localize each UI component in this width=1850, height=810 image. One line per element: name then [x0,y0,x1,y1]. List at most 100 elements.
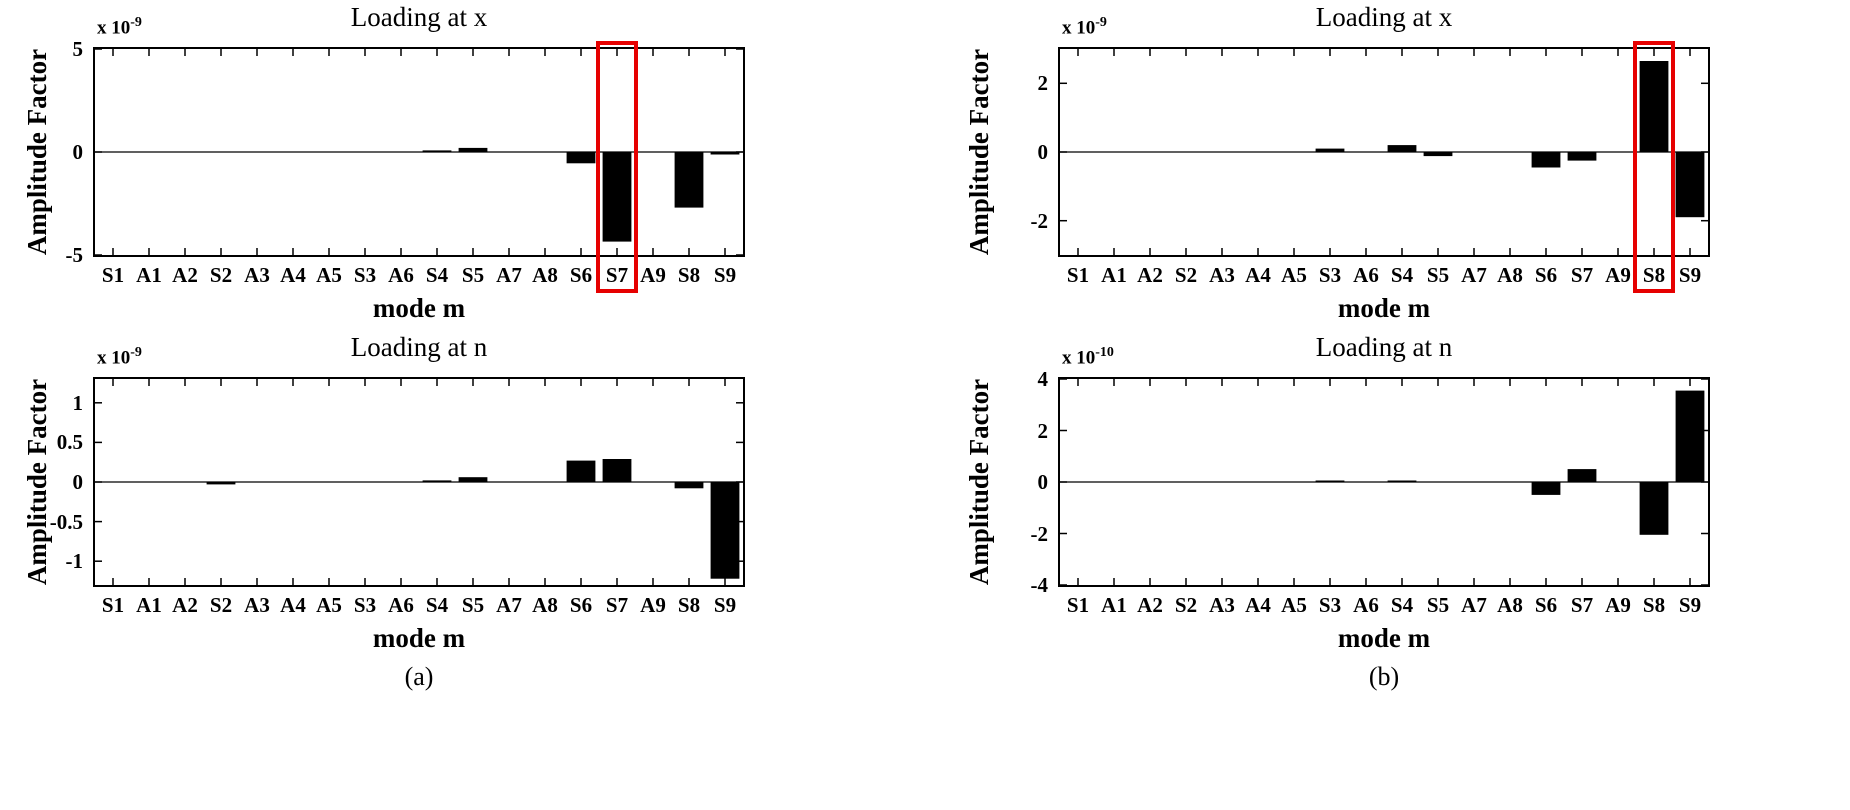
x-tick-label: A1 [1101,263,1127,287]
highlight-box-S7 [595,41,639,293]
x-tick-label: A1 [1101,593,1127,617]
y-tick-label: 4 [1037,367,1049,391]
chart-a-loading-at-x: Loading at x Amplitude Factor x 10-9 mod… [8,2,788,327]
x-tick-label: A4 [280,593,306,617]
plot-area [93,377,745,587]
y-axis-exponent: x 10-9 [97,15,142,39]
bar-S4 [422,150,452,152]
x-tick-label: A9 [640,263,666,287]
x-tick-label: S3 [1318,263,1342,287]
y-tick-label: 2 [1037,71,1049,96]
bar-S5 [458,147,488,152]
chart-b-loading-at-x: Loading at x Amplitude Factor x 10-9 mod… [950,2,1740,327]
y-tick-label: 0.5 [56,430,83,455]
x-tick-label: S4 [1390,263,1414,287]
x-tick-label: S9 [1678,593,1702,617]
x-tick-label: A3 [244,263,270,287]
chart-title: Loading at x [1315,2,1453,32]
bar-plot [95,49,743,255]
x-tick-label: A5 [1281,593,1307,617]
x-tick-label: S2 [1174,263,1198,287]
x-tick-label: S5 [461,263,485,287]
panel-label-b: (b) [1368,662,1400,691]
bar-S2 [206,482,236,485]
x-tick-label: S6 [1534,263,1558,287]
x-tick-label: S6 [569,263,593,287]
x-tick-label: S9 [1678,263,1702,287]
bar-plot [95,379,743,585]
bar-S6 [1531,152,1561,168]
chart-title: Loading at n [1315,332,1453,362]
panel-label-a: (a) [404,662,434,691]
x-tick-label: S1 [101,593,125,617]
bar-S9 [710,152,740,155]
y-tick-label: -5 [65,243,84,267]
x-tick-label: A1 [136,263,162,287]
bar-S3 [1315,480,1345,482]
y-tick-label: 5 [72,37,84,61]
x-tick-label: S4 [1390,593,1414,617]
x-tick-label: A4 [280,263,306,287]
x-tick-label: A9 [1605,593,1631,617]
x-tick-label: S4 [425,263,449,287]
x-tick-label: S3 [1318,593,1342,617]
x-tick-label: A4 [1245,593,1271,617]
x-tick-label: A4 [1245,263,1271,287]
x-tick-label: S6 [1534,593,1558,617]
x-tick-label: S1 [101,263,125,287]
y-tick-label: -0.5 [49,509,83,534]
x-tick-label: S2 [209,593,233,617]
bar-S6 [566,460,596,482]
x-tick-label: A7 [496,593,522,617]
x-tick-label: A6 [1353,593,1379,617]
x-tick-label: A1 [136,593,162,617]
bar-S5 [1423,152,1453,157]
y-tick-label: 2 [1037,418,1049,443]
bar-plot [1060,379,1708,585]
x-tick-label: A5 [316,593,342,617]
x-tick-label: S6 [569,593,593,617]
x-axis-label: mode m [1337,293,1431,323]
bar-S8 [1639,61,1669,152]
x-tick-label: A2 [1137,593,1163,617]
x-tick-label: A3 [1209,593,1235,617]
x-tick-label: A7 [1461,263,1487,287]
y-tick-label: -2 [1030,521,1049,546]
x-tick-label: A3 [244,593,270,617]
y-tick-label: 1 [72,390,84,415]
bar-S9 [1675,152,1705,218]
y-tick-label: 0 [72,140,84,164]
y-tick-label: -4 [1030,573,1049,597]
bar-S8 [1639,482,1669,535]
x-tick-label: S2 [1174,593,1198,617]
x-tick-label: A2 [172,593,198,617]
bar-S9 [1675,390,1705,482]
y-tick-label: 0 [1037,140,1049,164]
chart-b-loading-at-n: Loading at n Amplitude Factor x 10-10 mo… [950,332,1740,657]
chart-a-loading-at-n: Loading at n Amplitude Factor x 10-9 mod… [8,332,788,657]
x-tick-label: S8 [677,593,701,617]
x-tick-label: S7 [605,263,629,287]
y-axis-exponent: x 10-9 [1062,15,1107,39]
y-tick-label: -2 [1030,208,1049,233]
x-tick-label: S5 [461,593,485,617]
plot-area [1058,47,1710,257]
x-tick-label: A8 [532,263,558,287]
x-tick-label: A8 [532,593,558,617]
bar-S9 [710,482,740,579]
x-tick-label: A2 [172,263,198,287]
bar-S6 [566,152,596,164]
x-tick-label: A6 [388,593,414,617]
x-tick-label: A8 [1497,263,1523,287]
x-tick-label: A8 [1497,593,1523,617]
bar-S5 [458,477,488,482]
x-tick-label: S8 [677,263,701,287]
bar-S3 [1315,148,1345,152]
x-tick-label: S9 [713,263,737,287]
bar-S7 [1567,469,1597,482]
x-tick-label: A5 [1281,263,1307,287]
bar-S7 [602,152,632,242]
bar-S4 [1387,145,1417,152]
x-tick-label: A2 [1137,263,1163,287]
x-tick-label: S7 [605,593,629,617]
